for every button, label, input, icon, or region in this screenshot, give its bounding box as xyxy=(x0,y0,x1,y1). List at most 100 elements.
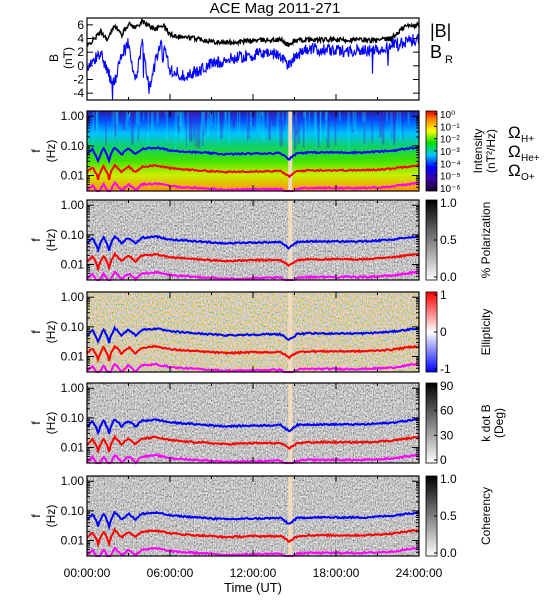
freq-tick-label: 0.10 xyxy=(61,411,85,425)
spectrogram-streak xyxy=(88,111,92,123)
spectrogram-streak xyxy=(186,111,188,122)
colorbar-unit: (Deg) xyxy=(492,408,506,438)
freq-tick-label: 0.01 xyxy=(61,534,85,548)
spectrogram-streak xyxy=(272,111,276,127)
spectrogram-streak xyxy=(252,111,255,127)
spectrogram-streak xyxy=(261,111,264,117)
spectrogram-streak xyxy=(197,111,201,149)
spectrogram-streak xyxy=(201,111,204,131)
spectrogram-streak xyxy=(225,111,227,118)
spectrogram-streak xyxy=(332,111,336,113)
spectrogram-streak xyxy=(217,111,220,131)
colorbar-tick-label: 0.0 xyxy=(440,270,457,284)
spectrogram-streak xyxy=(394,111,397,120)
spectrogram-streak xyxy=(112,111,115,125)
spectrogram-streak xyxy=(228,111,230,146)
colorbar-3 xyxy=(425,382,438,464)
freq-tick-label: 0.01 xyxy=(61,350,85,364)
freq-axis-unit: (Hz) xyxy=(44,321,58,344)
spectrogram-streak xyxy=(252,111,255,114)
spectrogram-streak xyxy=(256,111,259,132)
spectrogram-streak xyxy=(363,111,366,144)
spectrogram-streak xyxy=(95,111,98,129)
time-tick-label: 12:00:00 xyxy=(230,566,277,580)
spectrogram-streak xyxy=(315,111,317,148)
spectrogram-streak xyxy=(205,111,209,119)
spectrogram-streak xyxy=(153,111,156,120)
he-cyclotron-line xyxy=(86,344,420,364)
spectrogram-streak xyxy=(323,111,326,123)
spectrogram-streak xyxy=(220,111,223,139)
colorbar-tick-label: 1.0 xyxy=(440,472,457,486)
spectrogram-streak xyxy=(179,111,182,145)
mag-ylabel: B xyxy=(47,54,61,62)
spectrogram-streak xyxy=(187,111,189,150)
spectrogram-streak xyxy=(188,111,192,141)
spectrogram-streak xyxy=(176,111,178,134)
freq-tick-label: 1.00 xyxy=(61,474,85,488)
spectrogram-streak xyxy=(214,111,217,129)
colorbar-tick-label: 1.0 xyxy=(440,196,457,210)
spectrogram-streak xyxy=(402,111,404,140)
spectrogram-streak xyxy=(352,111,354,133)
spectrogram-streak xyxy=(205,111,208,117)
spectrogram-streak xyxy=(371,111,374,144)
spectrogram-streak xyxy=(165,111,167,126)
colorbar-unit: (nT²/Hz) xyxy=(484,129,498,173)
spectrogram-streak xyxy=(115,111,118,138)
spectrogram-streak xyxy=(407,111,410,125)
spectrogram-streak xyxy=(136,111,139,133)
freq-axis-unit: (Hz) xyxy=(44,140,58,163)
spectrogram-streak xyxy=(304,111,307,128)
spectrogram-streak xyxy=(203,111,205,142)
spectrogram-streak xyxy=(261,111,263,116)
spectrogram-streak xyxy=(268,111,271,117)
colorbar-tick-label: 10⁻⁴ xyxy=(440,159,461,170)
cyclotron-legend-sub: He+ xyxy=(521,153,540,164)
spectrogram-streak xyxy=(333,111,335,118)
spectrogram-streak xyxy=(128,111,131,117)
colorbar-tick-label: 1 xyxy=(440,288,447,302)
spectrogram-streak xyxy=(261,111,265,142)
spectrogram-streak xyxy=(150,111,154,133)
spectrogram-streak xyxy=(246,111,248,127)
spectrogram-streak xyxy=(399,111,401,142)
colorbar-tick-label: 10⁻⁵ xyxy=(440,172,461,183)
freq-axis-unit: (Hz) xyxy=(44,412,58,435)
cyclotron-legend-symbol: Ω xyxy=(508,142,521,161)
spectrogram-streak xyxy=(354,111,357,134)
freq-axis-label: f xyxy=(29,514,43,518)
spectrogram-streak xyxy=(158,111,160,116)
colorbar-tick-label: 0.5 xyxy=(440,233,457,247)
cyclotron-legend-symbol: Ω xyxy=(508,123,521,142)
time-tick-label: 24:00:00 xyxy=(396,566,443,580)
spectrogram-streak xyxy=(156,111,159,124)
colorbar-tick-label: 0.0 xyxy=(440,546,457,560)
coherency-spectrogram-noise xyxy=(87,476,419,556)
colorbar-tick-label: 10⁻¹ xyxy=(440,122,460,133)
cyclotron-legend-sub: O+ xyxy=(521,172,535,183)
spectrogram-streak xyxy=(174,111,177,151)
colorbar-tick-label: 10⁻² xyxy=(440,135,460,146)
colorbar-tick-label: 30 xyxy=(440,428,454,442)
freq-tick-label: 0.01 xyxy=(61,441,85,455)
colorbar-tick-label: 0 xyxy=(440,453,447,467)
spectrogram-streak xyxy=(393,111,395,146)
b-total-series-line xyxy=(86,18,420,48)
spectrogram-streak xyxy=(196,111,198,147)
data-gap-stripe xyxy=(288,383,293,463)
mag-ytick-label: 0 xyxy=(77,59,84,73)
spectrogram-streak xyxy=(119,111,123,123)
spectrogram-streak xyxy=(182,111,185,140)
spectrogram-streak xyxy=(186,111,188,149)
time-tick-label: 18:00:00 xyxy=(313,566,360,580)
mag-ytick-label: -4 xyxy=(73,86,84,100)
spectrogram-streak xyxy=(203,111,206,136)
time-tick-label: 06:00:00 xyxy=(147,566,194,580)
spectrogram-streak xyxy=(334,111,337,146)
data-gap-stripe xyxy=(288,292,293,372)
colorbar-title: Ellipticity xyxy=(479,309,493,356)
spectrogram-streak xyxy=(115,111,119,125)
he-cyclotron-line xyxy=(86,434,420,455)
spectrogram-streak xyxy=(239,111,241,133)
